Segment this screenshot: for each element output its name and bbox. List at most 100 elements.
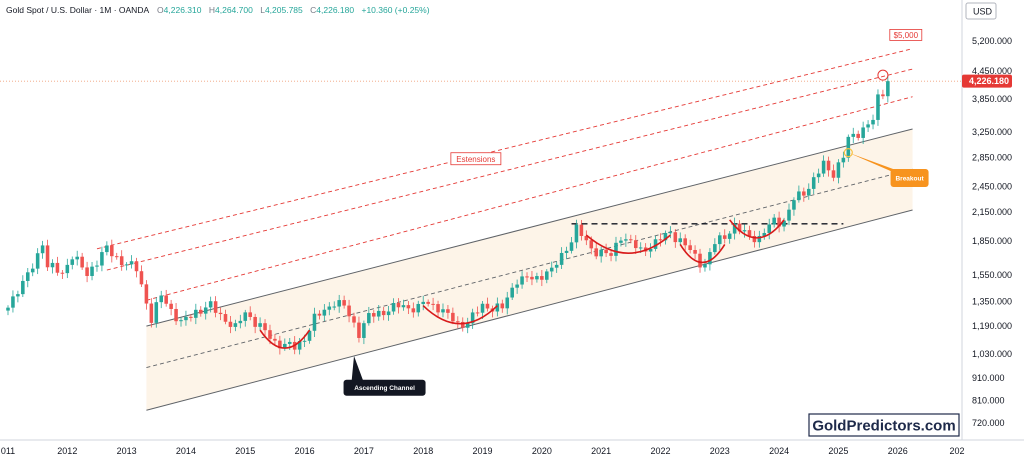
time-tick-label: 2014 bbox=[176, 446, 196, 456]
candle-body bbox=[11, 296, 15, 308]
candle-body bbox=[515, 284, 519, 288]
candle-body bbox=[203, 307, 208, 314]
candle-body bbox=[75, 256, 79, 260]
close-value: 4,226.180 bbox=[316, 5, 354, 15]
candle-body bbox=[164, 295, 168, 304]
time-tick-label: 2022 bbox=[650, 446, 670, 456]
candle-body bbox=[525, 276, 529, 278]
candle-body bbox=[406, 305, 411, 309]
low-label: L bbox=[260, 5, 265, 15]
time-axis[interactable]: 011 2012 2013 2014 2015 2016 2017 2018 2019 2020 2… bbox=[1, 446, 965, 456]
candle-body bbox=[629, 239, 633, 241]
candle-body bbox=[228, 321, 233, 327]
currency-button[interactable] bbox=[965, 2, 997, 20]
candle-body bbox=[708, 252, 712, 265]
cup-arc-1 bbox=[259, 329, 311, 349]
price-tick-label: 1,350.000 bbox=[972, 297, 1012, 307]
candle-body bbox=[283, 343, 287, 349]
candle-body bbox=[460, 321, 465, 328]
price-axis[interactable]: 720.000 810.000 910.000 1,030.000 1,190.000 1… bbox=[972, 36, 1012, 428]
candle-body bbox=[737, 223, 742, 232]
candle-body bbox=[505, 297, 510, 309]
candle-body bbox=[713, 244, 717, 253]
price-tick-label: 2,150.000 bbox=[972, 207, 1012, 217]
open-label: O bbox=[157, 5, 164, 15]
candle-body bbox=[633, 240, 638, 249]
svg-text:Gold Spot / U.S. Dollar · 1M ·: Gold Spot / U.S. Dollar · 1M · OANDA O 4,… bbox=[6, 5, 430, 15]
candle-body bbox=[372, 313, 376, 317]
candle-body bbox=[307, 330, 312, 341]
candle-body bbox=[278, 340, 282, 349]
candle-body bbox=[757, 235, 762, 243]
candle-body bbox=[35, 253, 40, 269]
target-label-box bbox=[889, 29, 923, 41]
candle-body bbox=[797, 191, 801, 201]
candle-body bbox=[441, 309, 445, 313]
time-tick-label: 2024 bbox=[769, 446, 789, 456]
price-tick-label: 1,190.000 bbox=[972, 321, 1012, 331]
candle-body bbox=[332, 306, 337, 308]
channel-upper-line bbox=[146, 128, 913, 327]
candle-body bbox=[357, 322, 361, 338]
candle-body bbox=[619, 240, 623, 243]
last-price-tag-text: 4,226.180 bbox=[969, 76, 1009, 86]
candle-body bbox=[337, 300, 341, 307]
cup-arcs bbox=[259, 219, 785, 349]
candle-body bbox=[179, 320, 183, 322]
candle-body bbox=[302, 340, 307, 342]
candle-body bbox=[732, 223, 737, 234]
candle-body bbox=[530, 276, 534, 280]
price-tick-label: 810.000 bbox=[972, 395, 1005, 405]
time-tick-label: 2026 bbox=[888, 446, 908, 456]
extension-line-2 bbox=[106, 68, 913, 271]
symbol-title: Gold Spot / U.S. Dollar · 1M · OANDA bbox=[6, 5, 149, 15]
currency-label[interactable]: USD bbox=[973, 7, 993, 17]
high-value: 4,264.700 bbox=[215, 5, 253, 15]
candle-body bbox=[431, 303, 435, 305]
candle-body bbox=[836, 162, 841, 178]
channel-middle-line bbox=[146, 168, 913, 369]
candle-body bbox=[401, 305, 406, 308]
candle-body bbox=[100, 252, 104, 266]
candle-body bbox=[213, 301, 218, 313]
candle-body bbox=[396, 302, 401, 308]
breakout-marker bbox=[843, 148, 853, 158]
candle-body bbox=[594, 248, 598, 257]
price-tick-label: 1,550.000 bbox=[972, 270, 1012, 280]
breakout-pointer bbox=[848, 152, 899, 172]
candle-body bbox=[510, 287, 514, 298]
candle-body bbox=[25, 272, 30, 281]
candle-body bbox=[683, 238, 687, 246]
candle-body bbox=[198, 309, 203, 314]
candle-body bbox=[752, 236, 757, 243]
candle-body bbox=[45, 245, 50, 268]
candle-body bbox=[609, 253, 613, 256]
candle-body bbox=[861, 127, 865, 138]
candle-body bbox=[114, 256, 119, 258]
cup-arc-5 bbox=[729, 219, 785, 239]
candle-body bbox=[668, 232, 673, 234]
candle-body bbox=[248, 312, 252, 317]
candle-body bbox=[327, 306, 332, 310]
candle-body bbox=[826, 160, 831, 171]
candle-body bbox=[60, 272, 65, 274]
candle-body bbox=[105, 245, 109, 253]
candle-body bbox=[663, 233, 668, 241]
cup-arc-3 bbox=[585, 234, 671, 254]
candle-body bbox=[554, 264, 559, 268]
time-tick-label: 011 bbox=[1, 446, 15, 456]
candle-body bbox=[545, 271, 549, 280]
candle-body bbox=[169, 303, 173, 309]
price-tick-label: 2,450.000 bbox=[972, 182, 1012, 192]
candle-body bbox=[564, 250, 569, 253]
last-price-tag-box bbox=[962, 74, 1012, 88]
time-tick-label: 2017 bbox=[354, 446, 374, 456]
candle-body bbox=[253, 316, 257, 327]
candle-body bbox=[500, 303, 505, 309]
time-tick-label: 2021 bbox=[591, 446, 611, 456]
candle-body bbox=[416, 303, 421, 313]
candle-body bbox=[367, 313, 371, 324]
candle-body bbox=[811, 177, 816, 189]
candle-body bbox=[456, 321, 460, 323]
